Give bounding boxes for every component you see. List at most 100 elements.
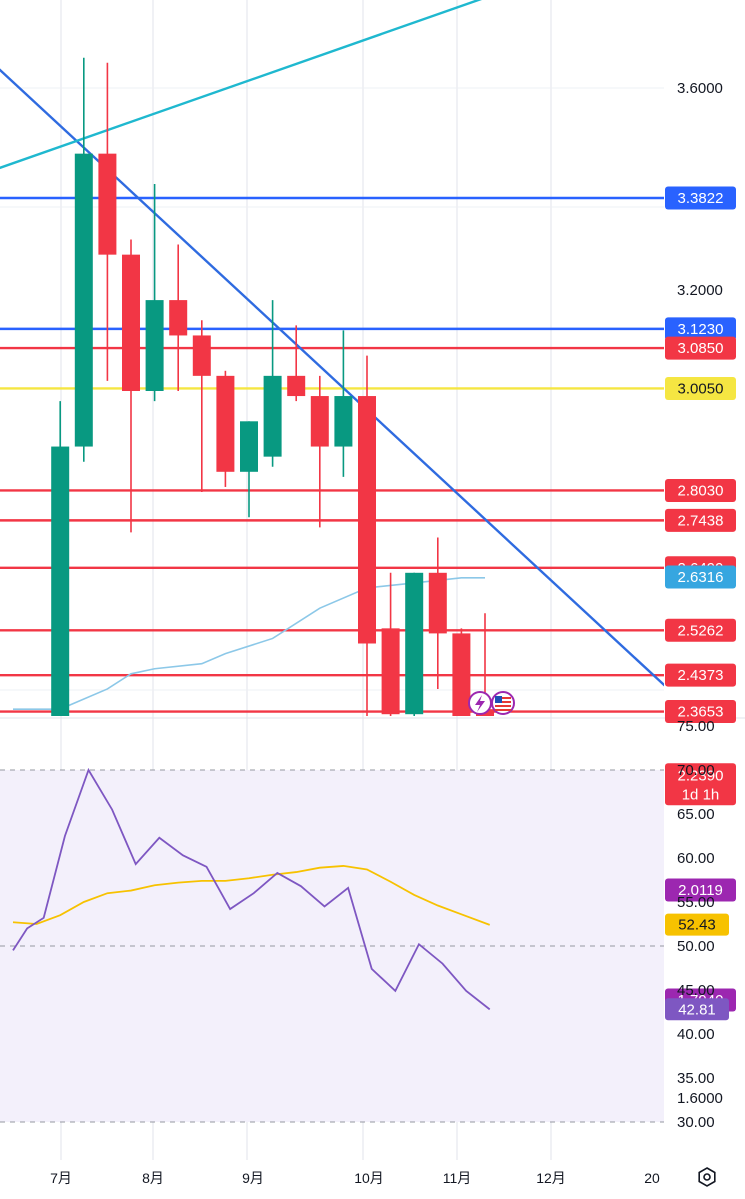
price-badge-label: 2.0119 — [678, 882, 723, 899]
rsi-tick-label: 55.00 — [677, 894, 715, 911]
rsi-band — [0, 769, 664, 1123]
price-badge-bg — [665, 700, 736, 724]
rsi-tick-label: 35.00 — [677, 1070, 715, 1087]
candle-body — [334, 396, 353, 447]
rsi-tick-label: 65.00 — [677, 806, 715, 823]
rsi-tick-label: 70.00 — [677, 762, 715, 779]
candle — [216, 370, 235, 487]
trendlines[interactable] — [0, 0, 674, 891]
candle — [263, 300, 282, 467]
current-price-label: 2.2390 — [678, 767, 724, 784]
price-badge-bg — [665, 618, 736, 642]
price-badge-label: 2.8030 — [678, 482, 724, 499]
price-badge[interactable]: 3.3822 — [665, 186, 736, 210]
candle-body — [122, 254, 140, 391]
y-tick-label: 1.6000 — [677, 1090, 723, 1107]
event-icons[interactable] — [468, 691, 515, 715]
current-price-badge[interactable]: 2.2390 1d 1h — [665, 763, 736, 806]
x-tick-label: 12月 — [536, 1170, 566, 1186]
candle-body — [145, 300, 164, 391]
rsi-badge-bg — [665, 913, 729, 936]
candle — [310, 375, 329, 528]
candle-body — [263, 375, 282, 457]
trendline[interactable] — [0, 0, 674, 184]
x-tick-label: 11月 — [443, 1170, 472, 1186]
price-badge[interactable]: 2.5262 — [665, 618, 736, 642]
candle-body — [381, 628, 400, 715]
candle — [287, 325, 306, 402]
rsi-tick-label: 40.00 — [677, 1026, 715, 1043]
price-badge[interactable]: 3.1230 — [665, 317, 736, 341]
price-badge-label: 3.0050 — [678, 380, 724, 397]
rsi-lines — [12, 767, 491, 1011]
rsi-signal-line — [12, 865, 491, 926]
y-tick-label: 3.2000 — [677, 282, 723, 299]
rsi-axis[interactable]: 75.00 70.00 65.00 60.00 55.00 50.00 45.00 40.00… — [665, 718, 729, 1131]
us-flag-icon — [495, 696, 511, 711]
settings-gear-icon[interactable] — [698, 1167, 716, 1187]
candle-body — [476, 709, 494, 716]
candle — [98, 62, 117, 381]
rsi-tick-label: 30.00 — [677, 1114, 715, 1131]
current-price-badge-bg — [665, 763, 736, 806]
price-badge[interactable]: 3.0850 — [665, 336, 736, 360]
price-badge-bg — [665, 336, 736, 360]
candle — [122, 239, 140, 533]
x-tick-label: 10月 — [354, 1170, 384, 1186]
time-axis[interactable]: 7月 8月 9月 10月 11月 12月 20 — [50, 1170, 660, 1186]
price-badge-bg — [665, 317, 736, 341]
candle — [192, 320, 211, 492]
candle-body — [51, 446, 70, 716]
y-tick-label: 3.6000 — [677, 80, 723, 97]
candle — [51, 401, 70, 716]
rsi-tick-label: 60.00 — [677, 850, 715, 867]
price-badge-label: 2.5262 — [678, 622, 724, 639]
x-tick-label: 7月 — [50, 1170, 72, 1186]
rsi-badge-label: 42.81 — [678, 1001, 716, 1018]
price-badge-bg — [665, 478, 736, 502]
candle — [381, 572, 400, 716]
trendline[interactable] — [0, 27, 674, 694]
price-badge[interactable]: 2.7438 — [665, 508, 736, 532]
price-badge[interactable]: 2.4373 — [665, 663, 736, 687]
candle-body — [428, 572, 447, 634]
x-tick-label: 9月 — [242, 1170, 264, 1186]
candle — [405, 572, 424, 716]
price-badges: 3.83153.38223.12303.08503.00502.80302.74… — [665, 186, 736, 1012]
candle — [145, 183, 164, 402]
rsi-value-badge[interactable]: 42.81 — [665, 998, 729, 1021]
candle-body — [216, 375, 235, 472]
rsi-value-badge[interactable]: 52.43 — [665, 913, 729, 936]
rsi-tick-label: 45.00 — [677, 982, 715, 999]
lightning-icon — [475, 695, 485, 712]
candle — [334, 330, 353, 477]
price-badge-bg — [665, 878, 736, 902]
candle-body — [310, 396, 329, 447]
horizontal-level-lines — [0, 196, 664, 713]
price-badge-bg — [665, 186, 736, 210]
price-badge-bg — [665, 565, 736, 589]
candle-body — [358, 396, 376, 644]
rsi-line — [12, 767, 491, 1011]
candle-body — [98, 153, 117, 255]
price-badge[interactable]: 2.3653 — [665, 700, 736, 724]
price-badge[interactable]: 3.0050 — [665, 376, 736, 400]
candle-body — [287, 375, 306, 397]
price-badge-label: 2.3653 — [678, 704, 724, 721]
price-badge[interactable]: 2.8030 — [665, 478, 736, 502]
price-badge-label: 2.6316 — [678, 569, 724, 586]
price-badge-bg — [665, 508, 736, 532]
candle — [358, 355, 376, 716]
price-badge[interactable]: 2.0119 — [665, 878, 736, 902]
rsi-badge-bg — [665, 998, 729, 1021]
price-badge-label: 2.4373 — [678, 667, 724, 684]
candle — [74, 57, 93, 462]
candle-body — [74, 153, 93, 447]
x-tick-label: 20 — [644, 1170, 660, 1186]
candle-body — [405, 572, 424, 715]
price-badge[interactable]: 2.6316 — [665, 565, 736, 589]
candle — [240, 421, 258, 518]
price-badge-label: 2.7438 — [678, 512, 724, 529]
price-badge-label: 3.3822 — [678, 190, 724, 207]
